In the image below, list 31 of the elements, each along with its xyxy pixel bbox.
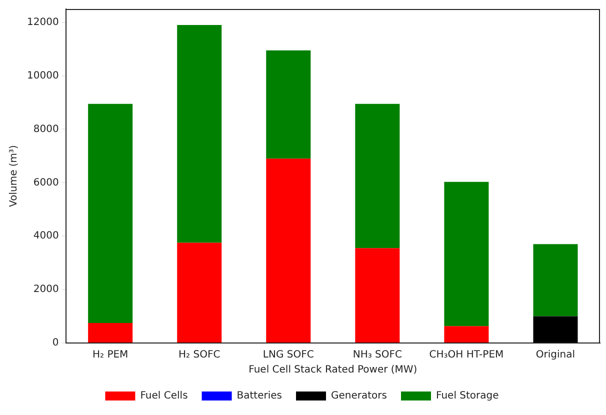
x-tick-label: Original [536,350,576,361]
legend-label: Generators [331,390,388,402]
bar [177,242,222,342]
x-tick-label: H₂ SOFC [178,350,220,361]
y-tick-label: 0 [52,338,59,349]
y-tick-label: 4000 [33,230,59,242]
x-tick-label: NH₃ SOFC [352,350,402,361]
bar [444,182,489,326]
bar [355,248,400,342]
bar [266,50,311,159]
legend-label: Batteries [236,390,282,402]
y-axis-title: Volume (m³) [8,144,20,207]
bar [355,104,400,248]
y-tick-label: 6000 [33,177,59,188]
x-axis-title: Fuel Cell Stack Rated Power (MW) [248,364,418,376]
bar [533,244,578,316]
bar [533,316,578,342]
y-tick-label: 10000 [27,70,59,82]
bar [266,158,311,342]
bar [444,326,489,342]
legend-label: Fuel Cells [140,390,188,402]
y-tick-label: 8000 [33,124,59,135]
x-tick-label: CH₃OH HT-PEM [429,350,504,361]
bar [88,104,133,323]
y-tick-label: 2000 [33,284,59,296]
legend-label: Fuel Storage [436,390,499,402]
bar [177,25,222,243]
x-tick-label: H₂ PEM [92,350,128,361]
x-tick-label: LNG SOFC [262,350,314,361]
y-tick-label: 12000 [27,16,59,28]
bar [88,322,133,342]
